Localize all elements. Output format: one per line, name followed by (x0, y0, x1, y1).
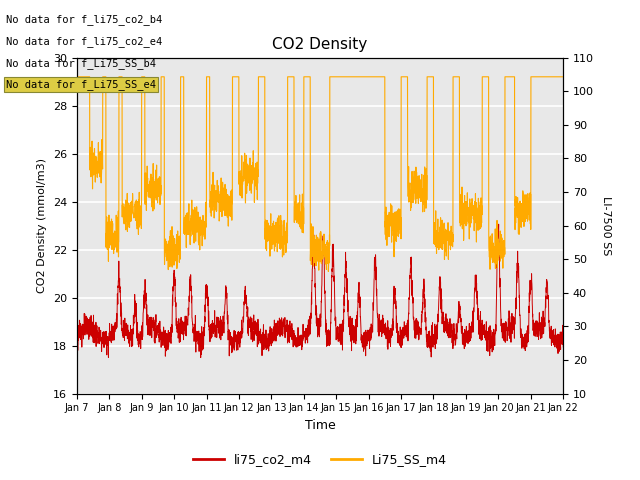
X-axis label: Time: Time (305, 419, 335, 432)
Y-axis label: CO2 Density (mmol/m3): CO2 Density (mmol/m3) (37, 158, 47, 293)
Y-axis label: LI-7500 SS: LI-7500 SS (600, 196, 611, 255)
Text: No data for f_Li75_SS_b4: No data for f_Li75_SS_b4 (6, 58, 156, 69)
Title: CO2 Density: CO2 Density (273, 37, 367, 52)
Text: No data for f_li75_co2_b4: No data for f_li75_co2_b4 (6, 14, 163, 25)
Legend: li75_co2_m4, Li75_SS_m4: li75_co2_m4, Li75_SS_m4 (188, 448, 452, 471)
Text: No data for f_Li75_SS_e4: No data for f_Li75_SS_e4 (6, 79, 156, 90)
Text: No data for f_li75_co2_e4: No data for f_li75_co2_e4 (6, 36, 163, 47)
